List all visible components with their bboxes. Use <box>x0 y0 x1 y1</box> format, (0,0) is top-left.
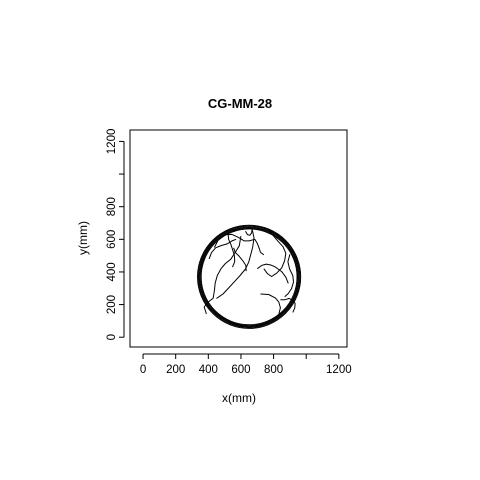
x-tick-label: 600 <box>231 364 250 376</box>
x-axis: 0 200 400 600 800 1200 <box>140 353 352 376</box>
trajectory-segment <box>260 293 281 315</box>
y-tick-label: 200 <box>106 295 118 314</box>
trajectory-segment <box>213 233 265 256</box>
trajectory-segment <box>284 254 294 298</box>
plot-region <box>197 224 302 329</box>
arena-perimeter-trace <box>198 226 300 328</box>
y-tick-label: 1200 <box>106 129 118 155</box>
arena-perimeter-trace <box>197 225 301 329</box>
x-tick-label: 400 <box>199 364 218 376</box>
x-tick-label: 1200 <box>326 364 352 376</box>
y-tick-label: 0 <box>106 334 118 340</box>
trajectory-segment <box>257 263 289 284</box>
trajectory-segment <box>245 229 253 236</box>
trajectory-segment <box>233 247 247 272</box>
x-tick-label: 200 <box>166 364 185 376</box>
trajectory-segment <box>263 228 287 277</box>
trajectory-segment <box>227 232 236 268</box>
y-tick-label: 600 <box>106 230 118 249</box>
trajectory-segment <box>208 238 237 260</box>
y-axis: 0 200 400 600 800 1200 <box>106 129 125 340</box>
arena-perimeter-trace <box>199 227 299 327</box>
chart-title: CG-MM-28 <box>208 96 272 111</box>
y-tick-label: 800 <box>106 197 118 216</box>
x-axis-label: x(mm) <box>222 391 256 405</box>
plot-frame <box>129 129 348 348</box>
arena-perimeter-trace <box>197 224 302 329</box>
trajectory-segment <box>280 297 296 313</box>
trajectory-segment <box>216 228 255 299</box>
y-axis-label: y(mm) <box>76 221 90 255</box>
x-tick-label: 0 <box>140 364 146 376</box>
arena-perimeter-trace <box>200 228 298 326</box>
x-tick-label: 800 <box>264 364 283 376</box>
y-tick-label: 400 <box>106 262 118 281</box>
